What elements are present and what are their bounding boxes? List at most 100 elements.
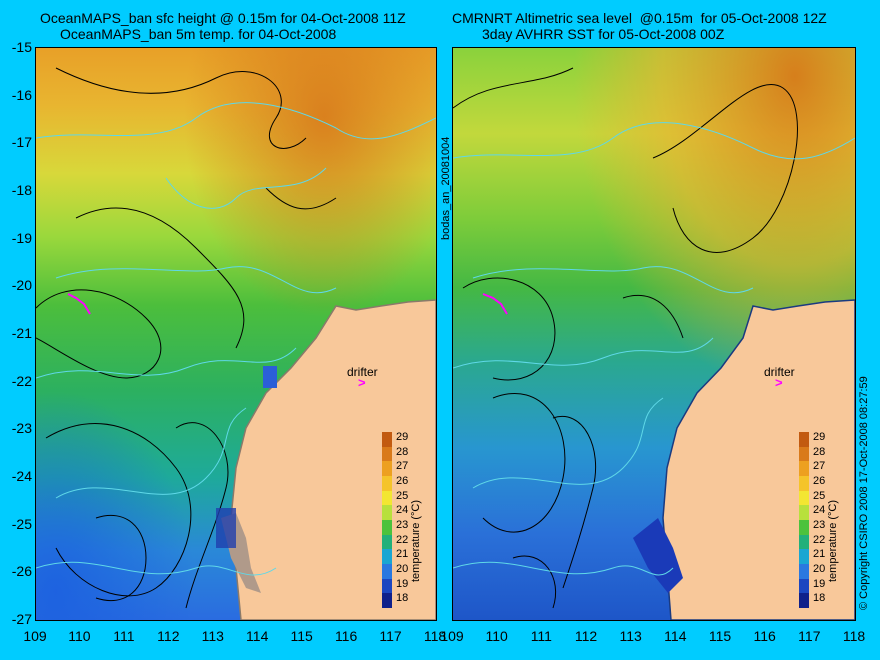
colorbar-segment: [382, 446, 392, 462]
colorbar-tick-label: 23: [813, 519, 826, 531]
left-x-tick-label: 116: [334, 628, 358, 644]
colorbar-segment: [799, 432, 809, 448]
colorbar-tick-label: 24: [396, 504, 409, 517]
colorbar-segment: [799, 578, 809, 594]
colorbar-tick-label: 19: [396, 577, 409, 590]
right-x-tick-label: 116: [753, 628, 776, 644]
right-colorbar: 29 28 27 26 25 24 23 22 21 20 19 18 temperature (°C…: [799, 431, 839, 609]
right-x-tick-label: 118: [842, 628, 866, 644]
bay-inlet: [633, 518, 683, 593]
colorbar-tick-label: 29: [396, 431, 409, 443]
left-map-panel: [35, 47, 437, 621]
y-tick-label: -19: [11, 229, 32, 246]
colorbar-segment: [799, 476, 809, 492]
colorbar-segment: [382, 549, 392, 565]
right-colorbar-title: temperature (°C): [827, 499, 839, 582]
colorbar-segment: [799, 564, 809, 580]
right-map: [453, 48, 855, 620]
y-tick-label: -18: [11, 182, 32, 198]
left-x-tick-label: 110: [68, 628, 91, 644]
colorbar-tick-label: 21: [813, 548, 826, 561]
colorbar-segment: [799, 549, 809, 565]
colorbar-segment: [799, 520, 809, 536]
left-title-line1: OceanMAPS_ban sfc height @ 0.15m for 04-…: [40, 10, 406, 26]
left-x-tick-label: 113: [201, 628, 224, 644]
left-x-tick-label: 117: [379, 628, 402, 644]
colorbar-segment: [382, 578, 392, 594]
right-x-tick-label: 111: [530, 628, 552, 644]
y-tick-label: -17: [11, 134, 32, 151]
left-x-tick-label: 118: [423, 628, 447, 644]
colorbar-segment: [799, 505, 809, 521]
right-title-line1: CMRNRT Altimetric sea level @0.15m for 0…: [452, 10, 827, 26]
colorbar-tick-label: 29: [813, 431, 826, 443]
y-tick-label: -26: [11, 563, 32, 580]
right-map-panel: [452, 47, 856, 621]
left-x-tick-label: 112: [157, 628, 180, 644]
left-x-tick-label: 114: [246, 628, 269, 644]
right-x-tick-label: 115: [708, 628, 732, 644]
coastal-pixels: [263, 366, 277, 388]
colorbar-segment: [382, 564, 392, 580]
colorbar-segment: [382, 476, 392, 492]
left-x-tick-label: 109: [23, 628, 47, 644]
y-tick-label: -25: [11, 515, 32, 532]
colorbar-tick-label: 20: [396, 563, 409, 575]
right-x-tick-label: 114: [664, 628, 687, 644]
colorbar-segment: [799, 593, 809, 609]
right-x-tick-label: 109: [440, 628, 464, 644]
y-tick-label: -23: [11, 420, 32, 437]
colorbar-tick-label: 18: [813, 592, 826, 605]
colorbar-segment: [382, 432, 392, 448]
colorbar-tick-label: 27: [396, 460, 409, 473]
colorbar-segment: [382, 461, 392, 477]
colorbar-tick-label: 28: [813, 445, 826, 458]
y-tick-label: -21: [11, 325, 32, 341]
colorbar-tick-label: 21: [396, 548, 409, 561]
colorbar-segment: [799, 446, 809, 462]
colorbar-tick-label: 27: [813, 460, 826, 473]
right-x-tick-label: 112: [574, 628, 598, 644]
y-tick-label: -22: [11, 372, 32, 389]
left-drifter-label: drifter: [347, 365, 378, 379]
y-tick-label: -27: [11, 611, 32, 627]
y-tick-label: -16: [11, 86, 32, 103]
colorbar-tick-label: 22: [813, 533, 826, 546]
left-colorbar: 29 28 27 26 25 24 23 22 21 20 19 18 temperature (°C…: [382, 431, 422, 609]
colorbar-tick-label: 25: [396, 489, 409, 502]
colorbar-tick-label: 20: [813, 563, 826, 575]
y-tick-label: -24: [11, 468, 32, 484]
colorbar-segment: [799, 534, 809, 550]
left-colorbar-title: temperature (°C): [410, 499, 422, 582]
colorbar-tick-label: 24: [813, 504, 826, 517]
copyright-label: © Copyright CSIRO 2008 17-Oct-2008 08:27…: [858, 376, 870, 610]
colorbar-tick-label: 25: [813, 489, 826, 502]
right-x-tick-label: 110: [485, 628, 508, 644]
colorbar-tick-label: 28: [396, 445, 409, 458]
colorbar-tick-label: 19: [813, 577, 826, 590]
colorbar-segment: [382, 505, 392, 521]
colorbar-segment: [799, 461, 809, 477]
left-x-tick-label: 115: [290, 628, 313, 644]
colorbar-segment: [799, 490, 809, 506]
y-tick-label: -20: [11, 277, 32, 294]
colorbar-segment: [382, 593, 392, 609]
left-map: [36, 48, 436, 620]
run-id-label: bodas_an_20081004: [440, 136, 452, 240]
colorbar-segment: [382, 534, 392, 550]
colorbar-tick-label: 22: [396, 533, 409, 546]
drifter-track: [482, 293, 508, 315]
colorbar-tick-label: 26: [813, 475, 826, 487]
right-drifter-label: drifter: [764, 365, 795, 379]
y-tick-label: -15: [11, 39, 32, 55]
left-x-tick-label: 111: [113, 628, 135, 644]
colorbar-tick-label: 18: [396, 592, 409, 605]
left-drifter-marker-icon: >: [358, 375, 366, 390]
colorbar-tick-label: 23: [396, 519, 409, 531]
colorbar-segment: [382, 520, 392, 536]
left-title-line2: OceanMAPS_ban 5m temp. for 04-Oct-2008: [60, 26, 337, 42]
right-x-tick-label: 117: [798, 628, 821, 644]
right-drifter-marker-icon: >: [775, 375, 783, 390]
colorbar-segment: [382, 490, 392, 506]
colorbar-tick-label: 26: [396, 475, 409, 487]
